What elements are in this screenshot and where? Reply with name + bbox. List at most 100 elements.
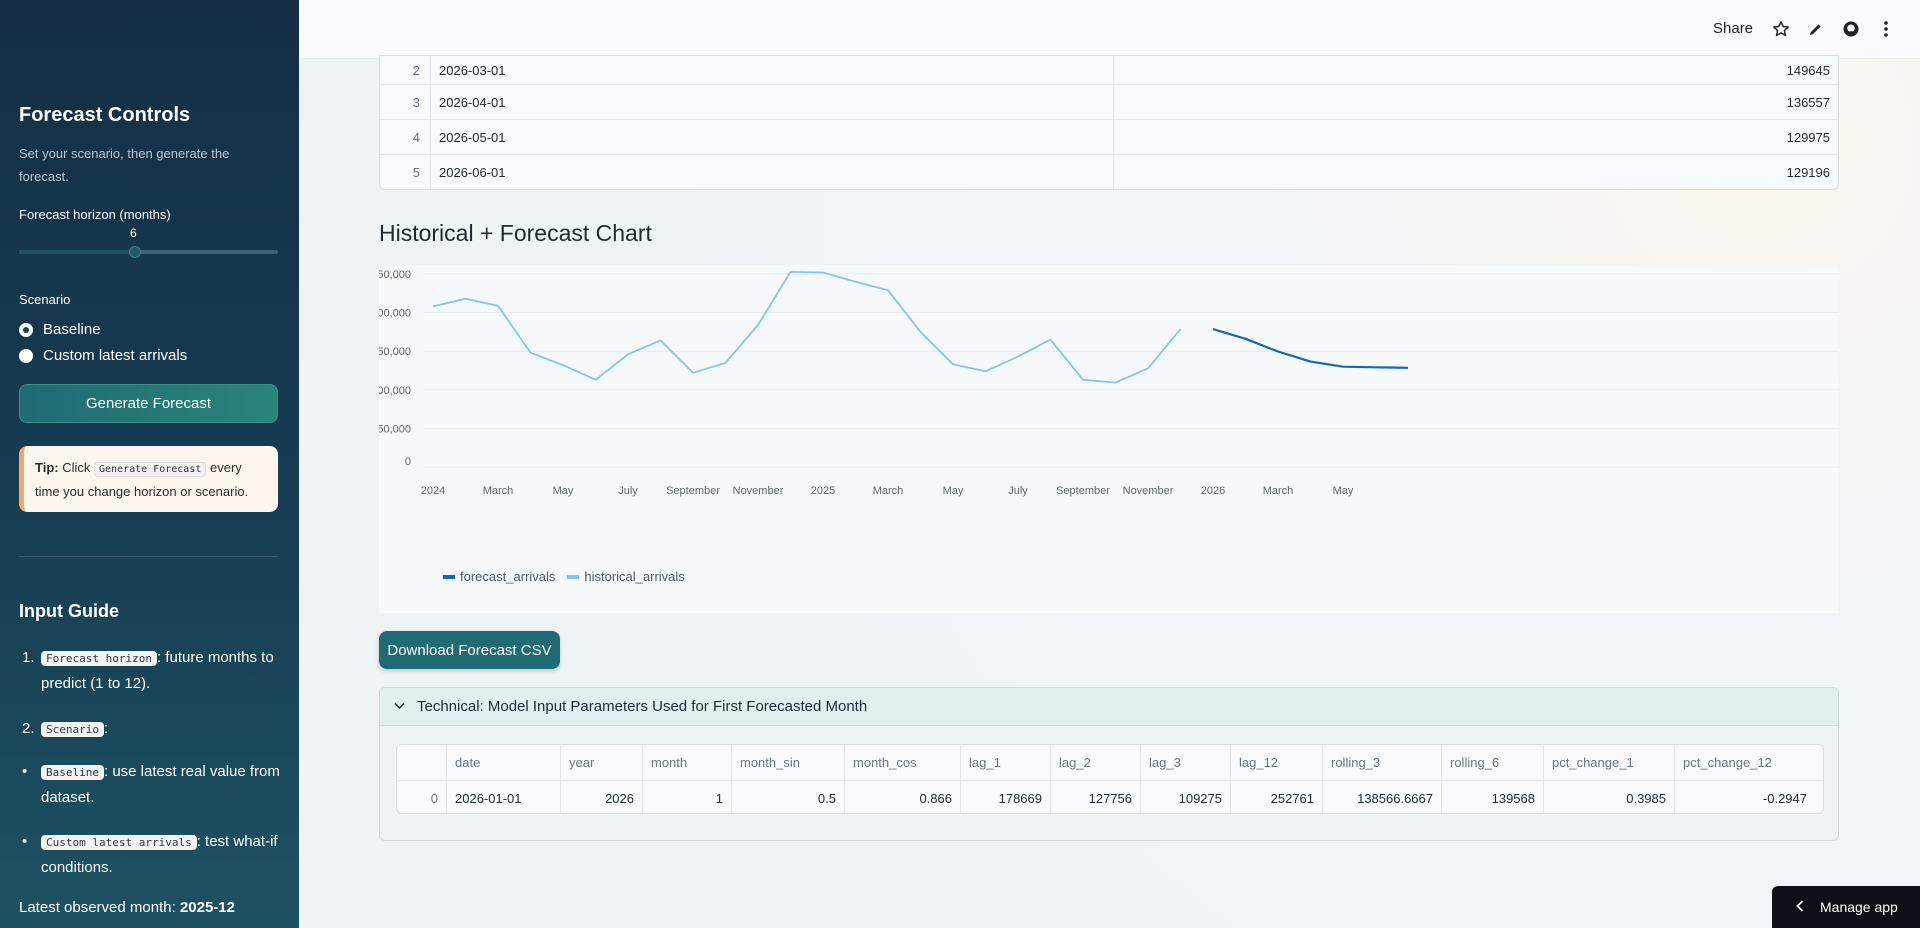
data-point[interactable] [1142, 362, 1154, 374]
column-header[interactable]: pct_change_12 [1683, 755, 1772, 770]
column-header[interactable]: rolling_6 [1442, 745, 1544, 780]
data-point[interactable] [525, 347, 537, 359]
legend-label: forecast_arrivals [460, 569, 556, 584]
horizon-slider-thumb[interactable] [129, 246, 141, 258]
data-point[interactable] [915, 326, 927, 338]
legend-item-forecast[interactable]: forecast_arrivals [443, 569, 555, 584]
data-point[interactable] [427, 300, 439, 312]
data-point[interactable] [1402, 362, 1414, 374]
star-icon[interactable] [1770, 18, 1792, 40]
row-index: 5 [380, 155, 431, 189]
data-point[interactable] [590, 374, 602, 386]
y-tick-label: 50,000 [379, 423, 411, 435]
series-line-historical-arrivals[interactable] [432, 271, 1182, 384]
x-tick-label: 2025 [811, 485, 835, 497]
column-header[interactable]: lag_1 [961, 745, 1051, 780]
radio-unselected-icon [19, 348, 33, 363]
data-point[interactable] [752, 319, 764, 331]
table-row: 4 2026-05-01 129975 [380, 119, 1838, 154]
column-header[interactable]: date [447, 745, 561, 780]
horizon-slider[interactable] [19, 246, 278, 258]
radio-baseline-label: Baseline [43, 321, 101, 338]
guide-text: : use latest real value from dataset. [41, 763, 280, 806]
column-header[interactable]: year [561, 745, 643, 780]
series-line-forecast-arrivals[interactable] [1212, 328, 1409, 369]
guide-code: Custom latest arrivals [41, 835, 197, 850]
data-point[interactable] [1207, 323, 1219, 335]
data-point[interactable] [1272, 345, 1284, 357]
data-point[interactable] [882, 284, 894, 296]
row-index: 4 [380, 120, 431, 154]
data-point[interactable] [1012, 351, 1024, 363]
column-header[interactable]: rolling_3 [1323, 745, 1442, 780]
legend-item-historical[interactable]: historical_arrivals [567, 569, 685, 584]
legend-swatch [443, 574, 455, 579]
horizon-slider-fill [19, 250, 135, 254]
github-icon[interactable] [1840, 18, 1862, 40]
forecast-table: 2 2026-03-01 149645 3 2026-04-01 136557 … [379, 55, 1839, 190]
table-cell: 2026-01-01 [447, 781, 561, 813]
manage-app-button[interactable]: Manage app [1772, 886, 1920, 928]
guide-marker: • [22, 833, 28, 850]
table-cell: 2026 [561, 781, 643, 813]
x-tick-label: November [733, 485, 784, 497]
scenario-label: Scenario [19, 292, 71, 307]
expander-header[interactable]: Technical: Model Input Parameters Used f… [380, 688, 1838, 726]
data-point[interactable] [1077, 374, 1089, 386]
data-point[interactable] [687, 367, 699, 379]
data-point[interactable] [980, 365, 992, 377]
column-header[interactable]: month [643, 745, 732, 780]
data-point[interactable] [720, 357, 732, 369]
data-point[interactable] [1337, 361, 1349, 373]
data-point[interactable] [460, 293, 472, 305]
download-csv-button[interactable]: Download Forecast CSV [379, 631, 560, 669]
chart-legend: forecast_arrivals historical_arrivals [443, 569, 697, 584]
column-header[interactable]: pct_change_1 [1544, 745, 1675, 780]
chevron-down-icon [394, 701, 405, 713]
forecast-chart[interactable]: 250,000 200,000 150,000 100,000 50,000 0 2024 M… [379, 265, 1839, 613]
legend-swatch [567, 574, 580, 579]
column-header[interactable]: lag_12 [1231, 745, 1323, 780]
data-point[interactable] [1045, 334, 1057, 346]
guide-text: : test what-if conditions. [41, 833, 278, 876]
table-cell: 139568 [1442, 781, 1544, 813]
row-date: 2026-03-01 [431, 56, 1114, 84]
pencil-icon[interactable] [1805, 18, 1827, 40]
data-point[interactable] [492, 300, 504, 312]
data-point[interactable] [1240, 333, 1252, 345]
data-point[interactable] [785, 266, 797, 278]
radio-baseline[interactable]: Baseline [19, 321, 101, 338]
data-point[interactable] [1175, 323, 1187, 335]
radio-custom[interactable]: Custom latest arrivals [19, 347, 187, 364]
data-point[interactable] [1305, 356, 1317, 368]
more-vertical-icon[interactable] [1875, 18, 1897, 40]
data-point[interactable] [1110, 377, 1122, 389]
input-guide-title: Input Guide [19, 601, 119, 621]
data-point[interactable] [1370, 361, 1382, 373]
data-point[interactable] [557, 359, 569, 371]
technical-expander: Technical: Model Input Parameters Used f… [379, 687, 1839, 841]
data-point[interactable] [655, 334, 667, 346]
column-header[interactable] [397, 745, 447, 780]
share-button[interactable]: Share [1713, 20, 1754, 37]
generate-forecast-button[interactable]: Generate Forecast [19, 384, 278, 423]
row-value: 136557 [1786, 94, 1830, 110]
guide-marker: 1. [22, 649, 35, 666]
column-header[interactable]: month_sin [732, 745, 845, 780]
column-header[interactable]: month_cos [845, 745, 961, 780]
column-header[interactable]: lag_2 [1051, 745, 1141, 780]
x-tick-label: March [1263, 485, 1294, 497]
data-point[interactable] [947, 358, 959, 370]
legend-label: historical_arrivals [584, 569, 685, 584]
latest-label: Latest observed month: [19, 899, 176, 916]
data-point[interactable] [622, 348, 634, 360]
column-header[interactable]: lag_3 [1141, 745, 1231, 780]
table-cell: 0.866 [845, 781, 961, 813]
sidebar-divider [19, 556, 278, 557]
expander-title: Technical: Model Input Parameters Used f… [417, 698, 868, 715]
data-point[interactable] [817, 266, 829, 278]
data-point[interactable] [850, 276, 862, 288]
guide-text: : future months to predict (1 to 12). [41, 649, 274, 692]
x-tick-label: March [873, 485, 904, 497]
table-row: 5 2026-06-01 129196 [380, 154, 1838, 189]
